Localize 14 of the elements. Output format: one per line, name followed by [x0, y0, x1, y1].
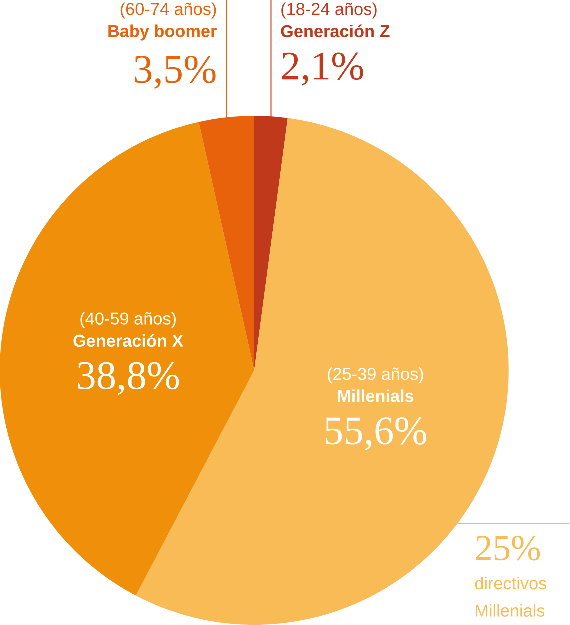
- text: 25%: [476, 536, 540, 561]
- slice-label: Generación X: [74, 334, 184, 348]
- text: (18-24 años): [282, 2, 377, 19]
- data-label: 3,5%: [134, 56, 216, 90]
- text: (60-74 años): [120, 2, 216, 19]
- data-label: 55,6%: [326, 417, 426, 451]
- text: directivos Millenials: [475, 577, 546, 617]
- text: (25-39 años): [328, 368, 424, 384]
- slice-label: Generación Z: [281, 24, 390, 38]
- data-label: 38,8%: [78, 362, 179, 396]
- slice-label: Baby boomer: [108, 24, 217, 41]
- data-label: 2,1%: [282, 52, 364, 86]
- text: (40-59 años): [80, 312, 176, 328]
- slice-label: Millenials: [338, 390, 414, 402]
